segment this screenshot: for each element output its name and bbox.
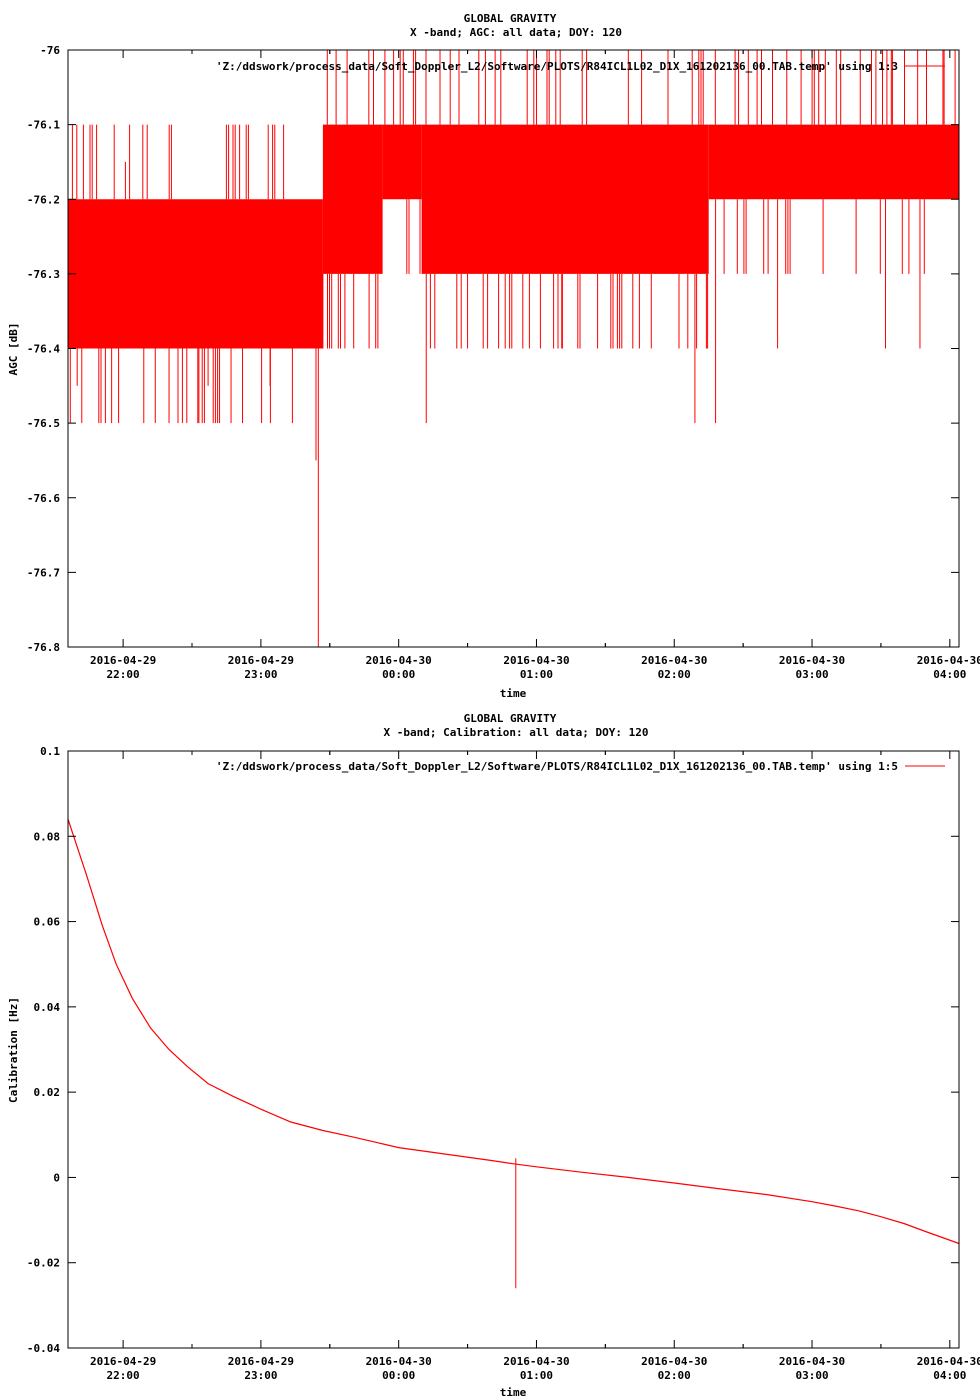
- x-tick-time-label: 22:00: [107, 668, 140, 681]
- agc-noise-band: [708, 124, 959, 200]
- x-tick-date-label: 2016-04-30: [917, 654, 980, 667]
- y-tick-label: -76.4: [27, 343, 60, 356]
- x-tick-date-label: 2016-04-29: [228, 654, 294, 667]
- y-tick-label: -76.6: [27, 492, 60, 505]
- y-tick-label: -0.02: [27, 1257, 60, 1270]
- agc-noise-fringe: [393, 50, 421, 274]
- calibration-plot-frame: [67, 750, 960, 1349]
- agc-x-axis-label: time: [500, 687, 527, 700]
- agc-y-axis-label: AGC [dB]: [7, 323, 20, 376]
- x-tick-time-label: 04:00: [933, 668, 966, 681]
- y-tick-label: 0.06: [34, 916, 61, 929]
- agc-noise-band: [382, 124, 422, 200]
- x-tick-time-label: 04:00: [933, 1369, 966, 1382]
- x-tick-time-label: 22:00: [107, 1369, 140, 1382]
- x-tick-date-label: 2016-04-30: [641, 654, 707, 667]
- y-tick-label: 0.04: [34, 1001, 61, 1014]
- y-tick-label: -76.3: [27, 268, 60, 281]
- y-tick-label: 0.02: [34, 1086, 61, 1099]
- y-tick-label: -76.8: [27, 641, 60, 654]
- x-tick-time-label: 23:00: [244, 1369, 277, 1382]
- calibration-y-axis-label: Calibration [Hz]: [7, 997, 20, 1103]
- x-tick-date-label: 2016-04-30: [503, 654, 569, 667]
- x-tick-date-label: 2016-04-29: [90, 1355, 156, 1368]
- agc-chart-title: GLOBAL GRAVITY: [464, 12, 557, 25]
- agc-noise-fringe: [322, 50, 379, 349]
- agc-x-axis: 2016-04-2922:002016-04-2923:002016-04-30…: [90, 50, 980, 681]
- calibration-x-axis: 2016-04-2922:002016-04-2923:002016-04-30…: [90, 751, 980, 1382]
- x-tick-time-label: 03:00: [795, 668, 828, 681]
- x-tick-date-label: 2016-04-30: [366, 1355, 432, 1368]
- agc-noise-fringe: [425, 50, 709, 349]
- x-tick-time-label: 23:00: [244, 668, 277, 681]
- calibration-chart-title: GLOBAL GRAVITY: [464, 712, 557, 725]
- agc-noise-band: [421, 124, 709, 274]
- y-tick-label: -76: [40, 44, 60, 57]
- calibration-x-axis-label: time: [500, 1386, 527, 1399]
- y-tick-label: -76.7: [27, 566, 60, 579]
- calibration-curve: [67, 819, 960, 1245]
- agc-chart: GLOBAL GRAVITY X -band; AGC: all data; D…: [7, 12, 980, 700]
- agc-chart-subtitle: X -band; AGC: all data; DOY: 120: [410, 26, 622, 39]
- x-tick-date-label: 2016-04-30: [917, 1355, 980, 1368]
- x-tick-time-label: 01:00: [520, 668, 553, 681]
- x-tick-date-label: 2016-04-30: [503, 1355, 569, 1368]
- y-tick-label: -76.5: [27, 417, 60, 430]
- x-tick-time-label: 00:00: [382, 1369, 415, 1382]
- y-tick-label: -76.1: [27, 119, 60, 132]
- x-tick-date-label: 2016-04-30: [779, 654, 845, 667]
- x-tick-date-label: 2016-04-29: [228, 1355, 294, 1368]
- x-tick-time-label: 02:00: [658, 668, 691, 681]
- agc-noise-fringe: [714, 50, 956, 274]
- y-tick-label: 0: [53, 1171, 60, 1184]
- y-tick-label: 0.1: [40, 745, 60, 758]
- calibration-legend-label: 'Z:/ddswork/process_data/Soft_Doppler_L2…: [216, 760, 898, 773]
- y-tick-label: -76.2: [27, 193, 60, 206]
- x-tick-date-label: 2016-04-30: [641, 1355, 707, 1368]
- calibration-y-axis: 0.1 0.08 0.06 0.04 0.02 0 -0.02 -0.04: [27, 745, 959, 1355]
- calibration-series-line: [67, 819, 960, 1289]
- agc-noise-band: [322, 124, 383, 274]
- agc-legend-label: 'Z:/ddswork/process_data/Soft_Doppler_L2…: [216, 60, 898, 73]
- calibration-chart-subtitle: X -band; Calibration: all data; DOY: 120: [384, 726, 649, 739]
- y-tick-label: -0.04: [27, 1342, 60, 1355]
- x-tick-time-label: 01:00: [520, 1369, 553, 1382]
- x-tick-date-label: 2016-04-30: [366, 654, 432, 667]
- x-tick-time-label: 00:00: [382, 668, 415, 681]
- agc-series-line: [68, 50, 959, 647]
- x-tick-time-label: 02:00: [658, 1369, 691, 1382]
- agc-noise-band: [68, 199, 323, 349]
- agc-y-axis: -76 -76.1 -76.2 -76.3 -76.4 -76.5 -76.6 -76.7 -7…: [27, 44, 959, 654]
- x-tick-date-label: 2016-04-29: [90, 654, 156, 667]
- x-tick-time-label: 03:00: [795, 1369, 828, 1382]
- y-tick-label: 0.08: [34, 830, 61, 843]
- x-tick-date-label: 2016-04-30: [779, 1355, 845, 1368]
- calibration-chart: GLOBAL GRAVITY X -band; Calibration: all…: [7, 712, 980, 1399]
